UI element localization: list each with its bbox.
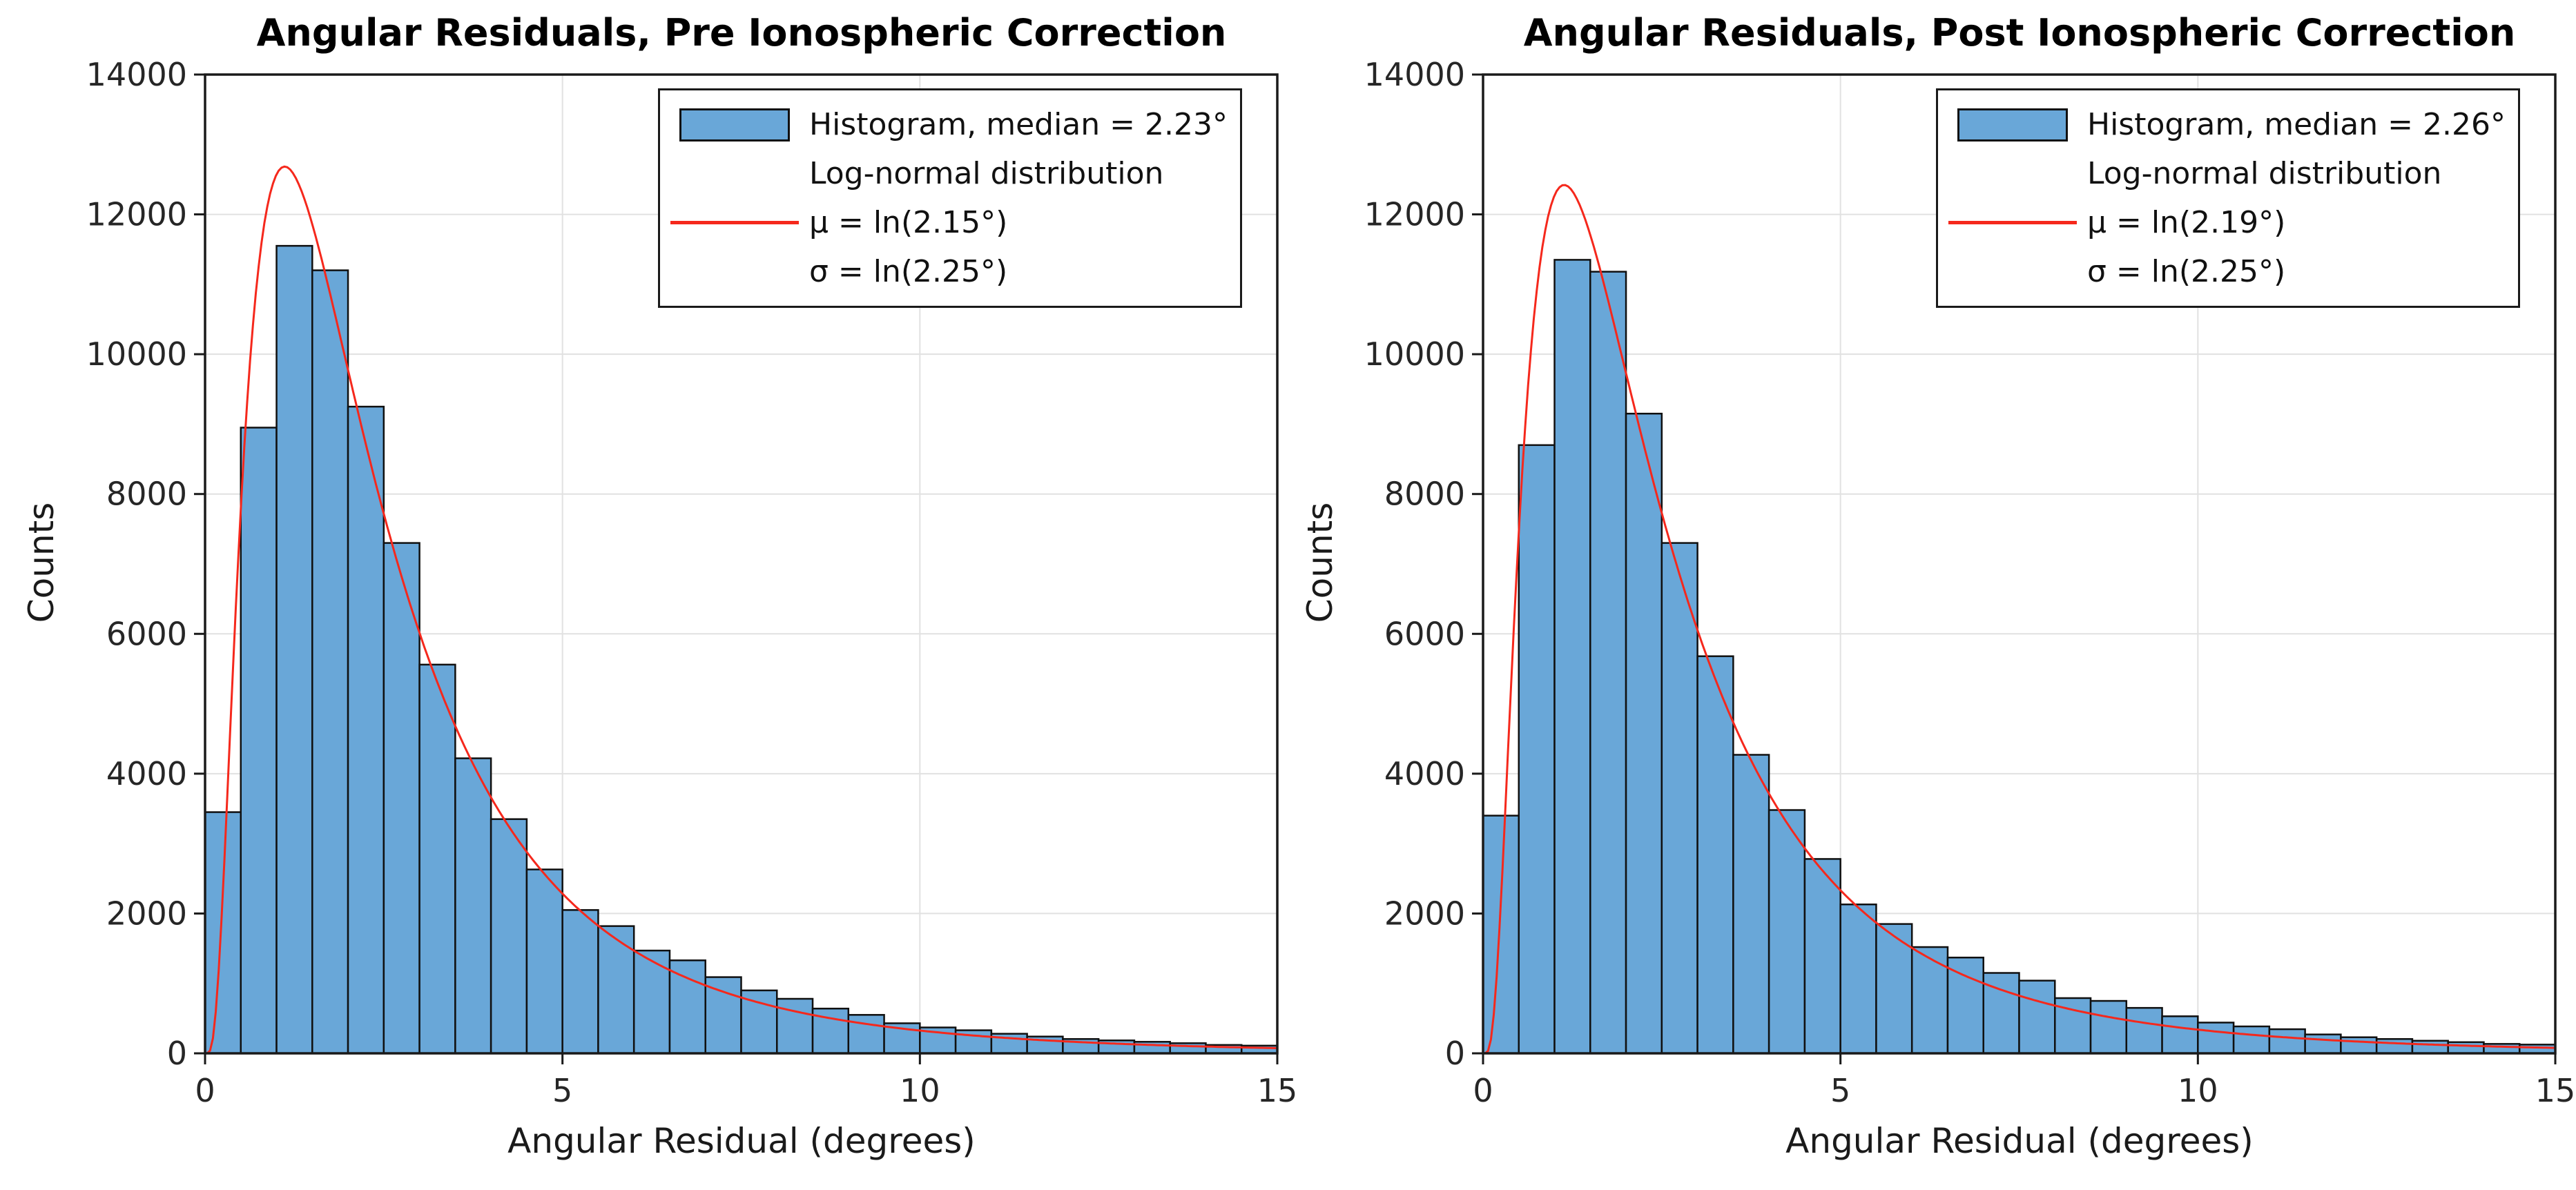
legend-fit-mu-label: μ = ln(2.15°) (809, 204, 1008, 240)
post-chart-title: Angular Residuals, Post Ionospheric Corr… (1523, 11, 2516, 55)
svg-text:5: 5 (552, 1072, 572, 1109)
legend-fit-name-label: Log-normal distribution (809, 155, 1164, 191)
fit-line-swatch-icon (1948, 221, 2077, 224)
svg-text:0: 0 (195, 1072, 215, 1109)
svg-text:2000: 2000 (106, 895, 187, 932)
pre-histogram-plot: 0 2000 4000 6000 8000 10000 12000 14000 0 5 10 15 (86, 56, 1298, 1109)
svg-text:10: 10 (2178, 1072, 2218, 1109)
legend-row-fit-mu: μ = ln(2.19°) (1938, 198, 2511, 247)
post-legend: Histogram, median = 2.26° Log-normal dis… (1936, 88, 2520, 308)
post-histogram-plot: 0 2000 4000 6000 8000 10000 12000 14000 0 5 10 15 (1364, 56, 2576, 1109)
svg-text:6000: 6000 (1384, 615, 1465, 652)
svg-text:15: 15 (1257, 1072, 1298, 1109)
legend-fit-name-label: Log-normal distribution (2087, 155, 2442, 191)
svg-text:4000: 4000 (1384, 755, 1465, 792)
post-y-axis-label: Counts (1300, 502, 1340, 623)
legend-fit-sigma-label: σ = ln(2.25°) (809, 253, 1008, 289)
legend-row-histogram: Histogram, median = 2.23° (660, 100, 1233, 149)
legend-row-fit-sigma: σ = ln(2.25°) (1938, 247, 2511, 296)
legend-histogram-label: Histogram, median = 2.26° (2087, 106, 2506, 142)
legend-row-fit-mu: μ = ln(2.15°) (660, 198, 1233, 247)
svg-text:2000: 2000 (1384, 895, 1465, 932)
fit-line-swatch-icon (670, 221, 799, 224)
svg-text:5: 5 (1830, 1072, 1850, 1109)
legend-fit-sigma-label: σ = ln(2.25°) (2087, 253, 2286, 289)
svg-text:0: 0 (1445, 1035, 1465, 1072)
pre-y-axis-label: Counts (21, 502, 61, 623)
svg-text:15: 15 (2535, 1072, 2576, 1109)
pre-chart-title: Angular Residuals, Pre Ionospheric Corre… (256, 11, 1227, 55)
svg-text:6000: 6000 (106, 615, 187, 652)
histogram-swatch-icon (679, 108, 790, 142)
legend-row-fit-name: Log-normal distribution (1938, 149, 2511, 198)
legend-row-fit-name: Log-normal distribution (660, 149, 1233, 198)
svg-text:10000: 10000 (1364, 335, 1465, 373)
svg-text:14000: 14000 (86, 56, 187, 93)
svg-text:0: 0 (1473, 1072, 1493, 1109)
histogram-swatch-icon (1957, 108, 2068, 142)
svg-text:12000: 12000 (1364, 196, 1465, 233)
legend-fit-mu-label: μ = ln(2.19°) (2087, 204, 2286, 240)
legend-histogram-label: Histogram, median = 2.23° (809, 106, 1228, 142)
post-x-axis-label: Angular Residual (degrees) (1785, 1121, 2254, 1161)
svg-text:0: 0 (167, 1035, 187, 1072)
svg-text:4000: 4000 (106, 755, 187, 792)
pre-x-axis-label: Angular Residual (degrees) (507, 1121, 976, 1161)
legend-row-histogram: Histogram, median = 2.26° (1938, 100, 2511, 149)
pre-legend: Histogram, median = 2.23° Log-normal dis… (658, 88, 1242, 308)
svg-text:14000: 14000 (1364, 56, 1465, 93)
svg-text:10: 10 (900, 1072, 940, 1109)
svg-text:8000: 8000 (1384, 476, 1465, 513)
svg-text:10000: 10000 (86, 335, 187, 373)
svg-text:12000: 12000 (86, 196, 187, 233)
svg-text:8000: 8000 (106, 476, 187, 513)
legend-row-fit-sigma: σ = ln(2.25°) (660, 247, 1233, 296)
